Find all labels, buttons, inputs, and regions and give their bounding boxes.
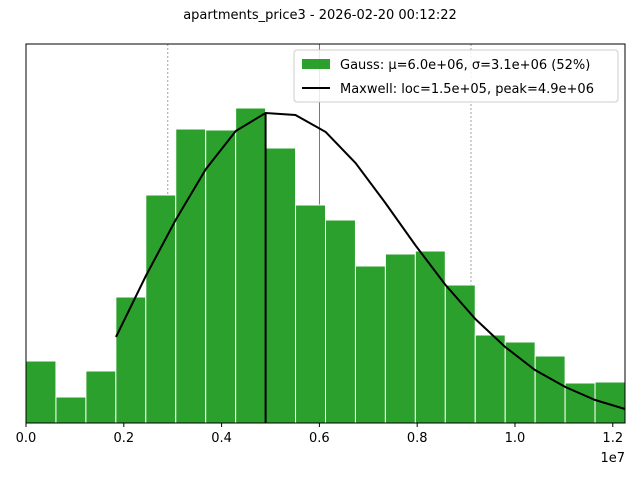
legend-box <box>293 49 619 103</box>
histogram-bar <box>594 381 626 424</box>
legend-item-gauss: Gauss: μ=6.0e+06, σ=3.1e+06 (52%) <box>340 58 590 73</box>
x-tick-label: 0.8 <box>407 431 428 446</box>
histogram-bar <box>504 341 536 424</box>
plot-frame <box>25 43 626 424</box>
histogram-bar <box>444 284 476 424</box>
histogram-bar <box>85 370 117 424</box>
x-tick-label: 0.2 <box>113 431 134 446</box>
x-tick-label: 1.2 <box>602 431 623 446</box>
histogram-bar <box>354 265 386 424</box>
x-tick-label: 0.4 <box>211 431 232 446</box>
histogram-bar <box>474 334 506 424</box>
histogram-bar <box>175 128 207 424</box>
histogram-bar <box>384 253 416 424</box>
histogram-bar <box>295 204 326 424</box>
histogram-bar <box>414 250 446 424</box>
maxwell-curve <box>115 111 626 410</box>
legend-patch-icon <box>302 59 330 69</box>
histogram-bar <box>25 360 57 424</box>
histogram-bar <box>534 355 566 424</box>
x-tick-label: 0.0 <box>16 431 37 446</box>
legend-item-maxwell: Maxwell: loc=1.5e+05, peak=4.9e+06 <box>340 82 594 97</box>
histogram-bar <box>265 147 297 424</box>
histogram-bar <box>145 194 177 424</box>
x-tick-label: 1.0 <box>505 431 526 446</box>
histogram-bar <box>115 296 147 424</box>
histogram-bar <box>235 107 267 424</box>
x-offset-label: 1e7 <box>600 451 625 466</box>
histogram-bar <box>55 396 87 424</box>
histogram-bar <box>205 129 237 424</box>
histogram-bar <box>325 219 356 424</box>
x-tick-label: 0.6 <box>309 431 330 446</box>
chart-title: apartments_price3 - 2026-02-20 00:12:22 <box>183 8 457 23</box>
